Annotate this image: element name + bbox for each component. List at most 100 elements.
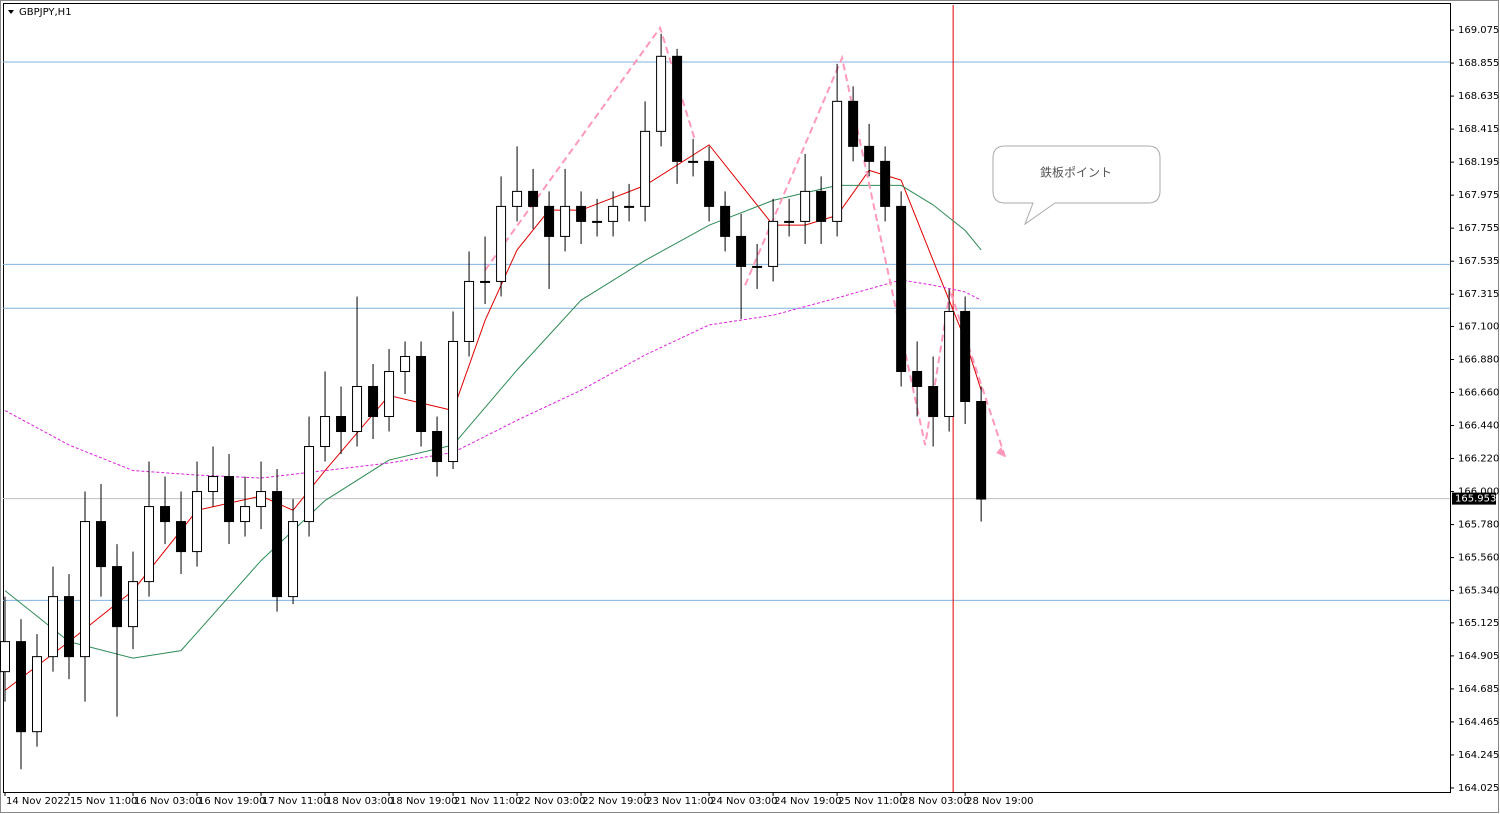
candle-body [160,506,171,523]
candle-body [48,596,59,658]
candle-body [832,100,843,222]
candle-body [432,431,443,463]
plot-area [3,3,1451,793]
candle-body [480,280,491,283]
candle-body [816,190,827,222]
y-tick-label: 167.100 [1458,321,1499,332]
candle-body [16,641,27,733]
candle-body [400,355,411,372]
candle-body [192,491,203,553]
y-tick-label: 164.025 [1458,783,1499,794]
y-tick-label: 169.075 [1458,25,1499,36]
callout-bubble [992,145,1161,226]
candle-body [880,160,891,207]
x-tick-label: 14 Nov 2022 [6,796,70,807]
x-tick-label: 21 Nov 11:00 [454,796,521,807]
candle-body [256,491,267,508]
x-tick-label: 17 Nov 11:00 [262,796,329,807]
y-tick-label: 165.780 [1458,520,1499,531]
y-tick-label: 166.000 [1458,487,1499,498]
callout: 鉄板ポイント [992,145,1161,226]
candle-body [752,265,763,268]
candle-body [640,130,651,207]
pattern-line [484,25,697,271]
candle-body [368,385,379,418]
candle-body [784,220,795,223]
y-tick-label: 165.125 [1458,618,1499,629]
candle-body [272,491,283,598]
candle-body [960,310,971,403]
candle-body [736,235,747,267]
y-tick-label: 165.340 [1458,586,1499,597]
candle-body [288,521,299,598]
x-tick-label: 28 Nov 19:00 [966,796,1033,807]
x-tick-label: 18 Nov 03:00 [326,796,393,807]
y-tick-label: 166.660 [1458,387,1499,398]
candle-body [912,370,923,387]
y-tick-label: 164.465 [1458,717,1499,728]
y-tick-label: 164.245 [1458,750,1499,761]
candle-body [848,100,859,147]
candle-body [208,476,219,493]
candle-body [224,476,235,523]
candle-body [176,521,187,553]
y-tick-label: 168.855 [1458,58,1499,69]
candle-body [0,641,11,673]
callout-text: 鉄板ポイント [1040,165,1112,180]
candle-body [240,506,251,523]
candle-body [336,416,347,433]
candle-body [144,506,155,583]
menu-arrow [8,10,14,14]
y-tick-label: 168.195 [1458,157,1499,168]
price-badge-label: 165.953 [1455,494,1496,505]
candle-body [416,355,427,433]
x-tick-label: 25 Nov 11:00 [838,796,905,807]
y-tick-label: 168.635 [1458,91,1499,102]
candle-body [96,521,107,568]
chart-title: GBPJPY,H1 [19,7,72,18]
candle-body [624,205,635,208]
candle-body [592,220,603,223]
candle-body [576,205,587,222]
candle-body [64,596,75,658]
y-tick-label: 168.415 [1458,124,1499,135]
candle-body [544,205,555,237]
candle-body [656,55,667,132]
y-tick-label: 167.975 [1458,190,1499,201]
candle-body [768,220,779,267]
candle-body [528,190,539,207]
candle-body [704,160,715,207]
x-tick-label: 18 Nov 19:00 [390,796,457,807]
candle-body [608,205,619,222]
candle-body [672,55,683,162]
y-tick-label: 167.315 [1458,289,1499,300]
x-tick-label: 23 Nov 11:00 [646,796,713,807]
candle-body [464,280,475,342]
candle-body [320,416,331,448]
y-tick-label: 166.880 [1458,354,1499,365]
indicator-line [4,184,982,659]
price-badge [1452,492,1496,505]
y-tick-label: 164.685 [1458,684,1499,695]
candle-body [720,205,731,237]
candle-body [304,446,315,523]
y-tick-label: 167.535 [1458,256,1499,267]
candle-body [512,190,523,207]
y-tick-label: 164.905 [1458,651,1499,662]
candle-body [864,145,875,162]
x-tick-label: 24 Nov 03:00 [710,796,777,807]
x-tick-label: 16 Nov 03:00 [134,796,201,807]
candle-body [448,340,459,463]
candle-body [32,656,43,733]
candle-body [560,205,571,237]
candle-body [80,521,91,658]
candle-body [976,401,987,500]
candle-body [688,160,699,163]
plot [0,5,1450,792]
y-tick-label: 166.440 [1458,421,1499,432]
candle-body [800,190,811,222]
candle-body [128,581,139,628]
arrow-head [996,447,1006,458]
